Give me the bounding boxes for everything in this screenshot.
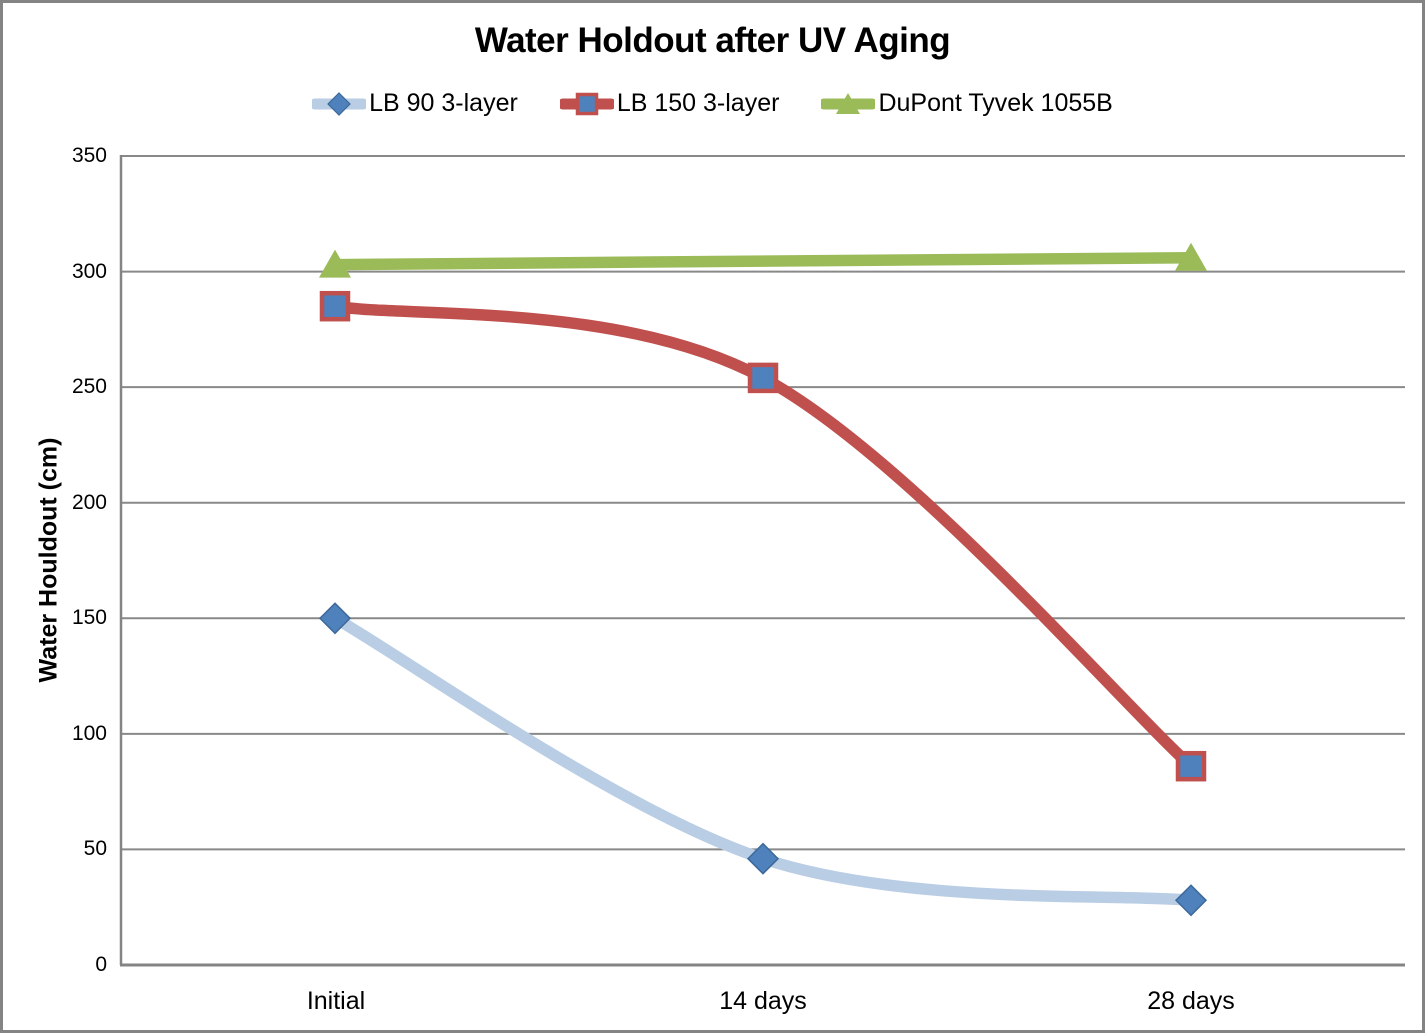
legend-triangle-glyph	[836, 92, 861, 114]
y-tick-label: 100	[71, 721, 107, 745]
x-tick-label: Initial	[306, 987, 366, 1015]
y-tick-label: 300	[71, 259, 107, 283]
y-tick-label: 150	[71, 606, 107, 630]
legend-square-glyph	[575, 92, 599, 115]
x-tick-label: 28 days	[1147, 987, 1235, 1015]
legend-triangle-marker-icon	[821, 92, 876, 114]
data-point-marker-diamond	[746, 842, 780, 875]
x-tick-label: 14 days	[719, 987, 807, 1015]
legend-item-lb90: LB 90 3-layer	[312, 89, 518, 118]
legend-label: LB 90 3-layer	[369, 89, 518, 117]
legend: LB 90 3-layer LB 150 3-layer DuPont Tyve…	[3, 89, 1422, 118]
data-point-marker-triangle	[319, 249, 351, 278]
legend-diamond-glyph	[327, 91, 351, 116]
data-point-marker-square	[319, 290, 351, 322]
y-tick-label: 50	[83, 837, 107, 861]
data-point-marker-diamond	[1174, 884, 1208, 917]
legend-diamond-marker-icon	[312, 91, 367, 116]
legend-item-lb150: LB 150 3-layer	[559, 89, 780, 118]
data-point-marker-square	[1175, 750, 1207, 782]
legend-item-tyvek: DuPont Tyvek 1055B	[821, 89, 1113, 118]
y-tick-label: 0	[95, 953, 107, 976]
data-point-marker-diamond	[318, 602, 352, 635]
legend-square-marker-icon	[559, 92, 614, 115]
data-point-marker-triangle	[1175, 242, 1207, 271]
legend-label: DuPont Tyvek 1055B	[878, 89, 1113, 117]
series-line-triangle	[329, 251, 1197, 271]
y-tick-label: 350	[71, 144, 107, 167]
y-tick-label: 250	[71, 375, 107, 399]
data-point-marker-square	[747, 362, 779, 394]
legend-label: LB 150 3-layer	[616, 89, 780, 117]
plot-area	[119, 155, 1405, 967]
y-tick-label: 200	[71, 490, 107, 514]
chart-title: Water Holdout after UV Aging	[474, 21, 951, 60]
